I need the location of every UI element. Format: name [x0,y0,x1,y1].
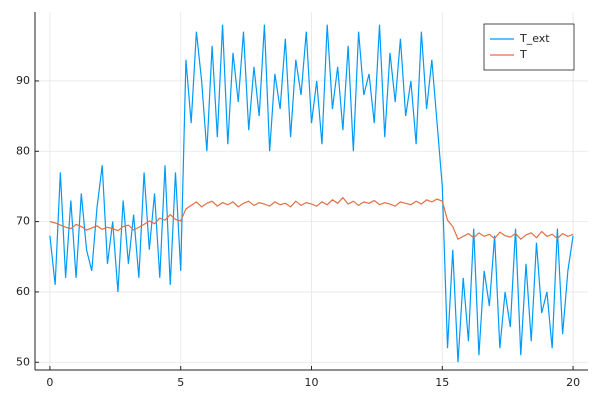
x-tick-label: 20 [566,376,580,389]
y-tick-label: 50 [16,355,30,368]
series-line [49,196,574,241]
y-tick-label: 60 [16,285,30,298]
series-line [49,24,574,363]
x-tick-label: 0 [46,376,53,389]
y-tick-label: 70 [16,215,30,228]
legend-label: T [519,48,527,61]
legend-label: T_ext [519,32,550,45]
y-tick-label: 90 [16,74,30,87]
y-tick-label: 80 [16,144,30,157]
x-tick-label: 5 [177,376,184,389]
x-tick-label: 15 [435,376,449,389]
legend-box [483,23,575,71]
x-tick-label: 10 [305,376,319,389]
